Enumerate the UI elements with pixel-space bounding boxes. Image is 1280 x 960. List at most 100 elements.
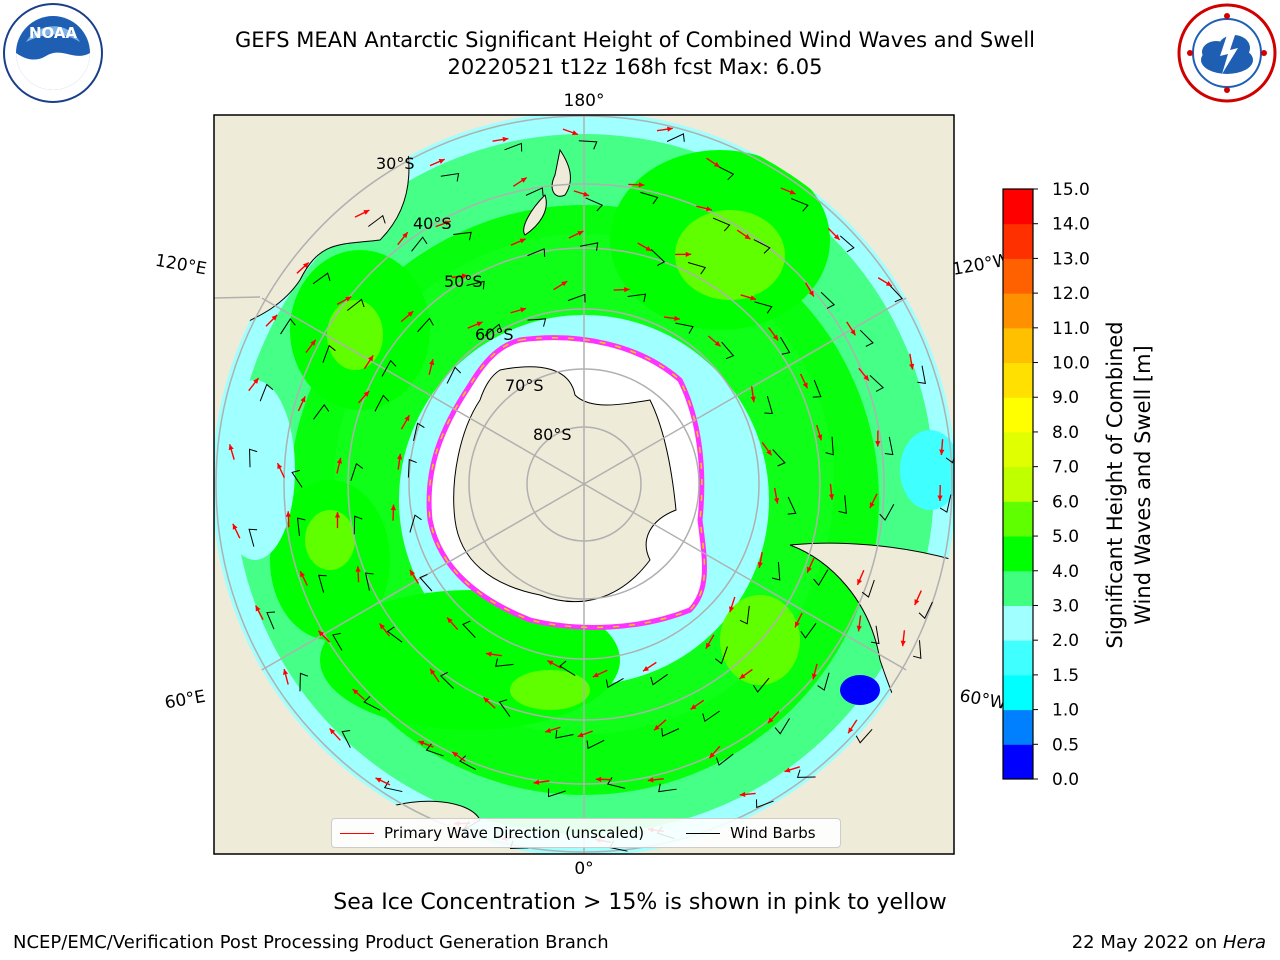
wind-barb [839,235,855,253]
wave-arrow-head [647,777,654,783]
wave-arrow-head [430,668,436,675]
wind-barb [721,341,735,360]
wave-arrow-head [310,339,316,346]
lon-label-60e: 60°E [163,687,207,714]
wind-barb [527,248,546,257]
wave-arrow-head [784,767,791,773]
wave-arrow-head [402,232,408,239]
colorbar-tick-label: 1.5 [1052,666,1079,686]
wave-arrow-head [674,315,680,322]
wind-barb [939,494,952,513]
wave-arrow-head [334,512,341,518]
wind-barb [586,739,605,750]
wind-barb [466,280,485,290]
wind-barb [318,574,327,593]
wave-arrow-head [909,363,915,370]
wind-barb [527,318,547,327]
footer-date: 22 May 2022 on Hera [1072,932,1266,953]
wind-barb [555,730,574,739]
wave-arrow-head [828,494,835,500]
wave-arrow-head [355,566,361,572]
wave-arrow-head [795,621,800,628]
wind-barb [918,601,933,620]
wind-barb [353,515,363,535]
wind-barb [702,710,720,723]
colorbar-tick-label: 12.0 [1052,284,1090,304]
wind-barb [650,249,666,267]
wind-barb [820,291,835,309]
wind-barb [764,396,774,415]
wind-barb [578,140,598,150]
colorbar-segment [1003,189,1033,225]
wave-arrow-head [375,777,382,783]
lat-label-80s: 80°S [533,425,572,444]
wind-barb [869,374,884,392]
wind-barb [498,699,511,717]
footer-host: Hera [1222,932,1266,953]
wind-barb [567,293,586,303]
wave-arrow-head [802,382,808,389]
lat-label-60s: 60°S [475,325,514,344]
wind-barb [838,495,847,514]
wave-arrow-head [285,511,291,517]
wave-arrow-head [744,234,751,240]
colorbar-segment [1003,536,1033,572]
map-frame [213,114,955,855]
wave-arrow-head [397,453,403,460]
wave-arrow-head [638,182,645,188]
wind-barb [627,293,647,303]
wind-barb [787,496,797,515]
wind-barb [913,640,922,659]
wave-arrow-head [729,606,735,613]
wave-arrow-head [545,727,551,733]
wind-barb [812,379,822,398]
wave-arrow-head [885,281,892,287]
colorbar-title-line2: Wind Waves and Swell [m] [1131,345,1155,625]
noaa-logo-text: NOAA [29,24,78,42]
lon-label-120e: 120°E [154,251,208,280]
sea-ice-caption: Sea Ice Concentration > 15% is shown in … [333,890,947,915]
wind-barb [790,198,809,212]
wave-arrow-head [547,660,554,666]
nws-logo [1177,3,1277,103]
wind-barb [440,172,460,182]
colorbar-tick-label: 2.0 [1052,631,1079,651]
wind-barb [439,671,454,689]
wave-arrow-head [595,776,602,782]
wave-arrow-head [520,307,527,313]
colorbar-segment [1003,258,1033,294]
legend-swatch-black-line [686,832,721,834]
wind-barb [312,272,331,285]
wave-arrow-head [773,497,780,504]
wind-barb [446,366,462,384]
colorbar-segment [1003,362,1033,398]
wind-barb [796,769,816,778]
wave-arrow-head [476,321,483,327]
wave-arrow-head [363,210,370,215]
wave-arrow-head [520,177,527,183]
colorbar-tick-label: 3.0 [1052,596,1079,616]
wind-barb [559,660,576,677]
wind-barb [658,783,677,793]
wave-arrow-head [368,355,374,362]
wind-barb [259,383,274,402]
colorbar-tick-label: 15.0 [1052,180,1090,200]
wind-barb [813,569,829,586]
noaa-logo: NOAA [3,3,103,103]
legend-label-wave-direction: Primary Wave Direction (unscaled) [384,824,645,842]
colorbar-segment [1003,431,1033,468]
wave-arrow-head [336,457,342,464]
wave-arrow-head [869,502,875,509]
legend-swatch-red-line [340,832,374,834]
colorbar-tick-label: 13.0 [1052,249,1090,269]
wind-barb [547,788,566,798]
wind-barb [945,456,954,464]
wave-arrow-head [624,287,630,293]
colorbar-tick-label: 9.0 [1052,388,1079,408]
colorbar-tick-label: 0.0 [1052,770,1079,790]
antarctica-land [453,366,677,602]
wave-arrow-head [939,449,945,456]
wave-arrow-head [282,669,289,675]
wave-arrow-head [667,126,673,132]
wave-arrow-head [811,673,817,680]
